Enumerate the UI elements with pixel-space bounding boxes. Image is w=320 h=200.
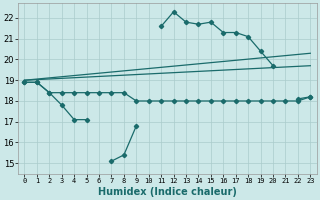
X-axis label: Humidex (Indice chaleur): Humidex (Indice chaleur) [98,187,237,197]
